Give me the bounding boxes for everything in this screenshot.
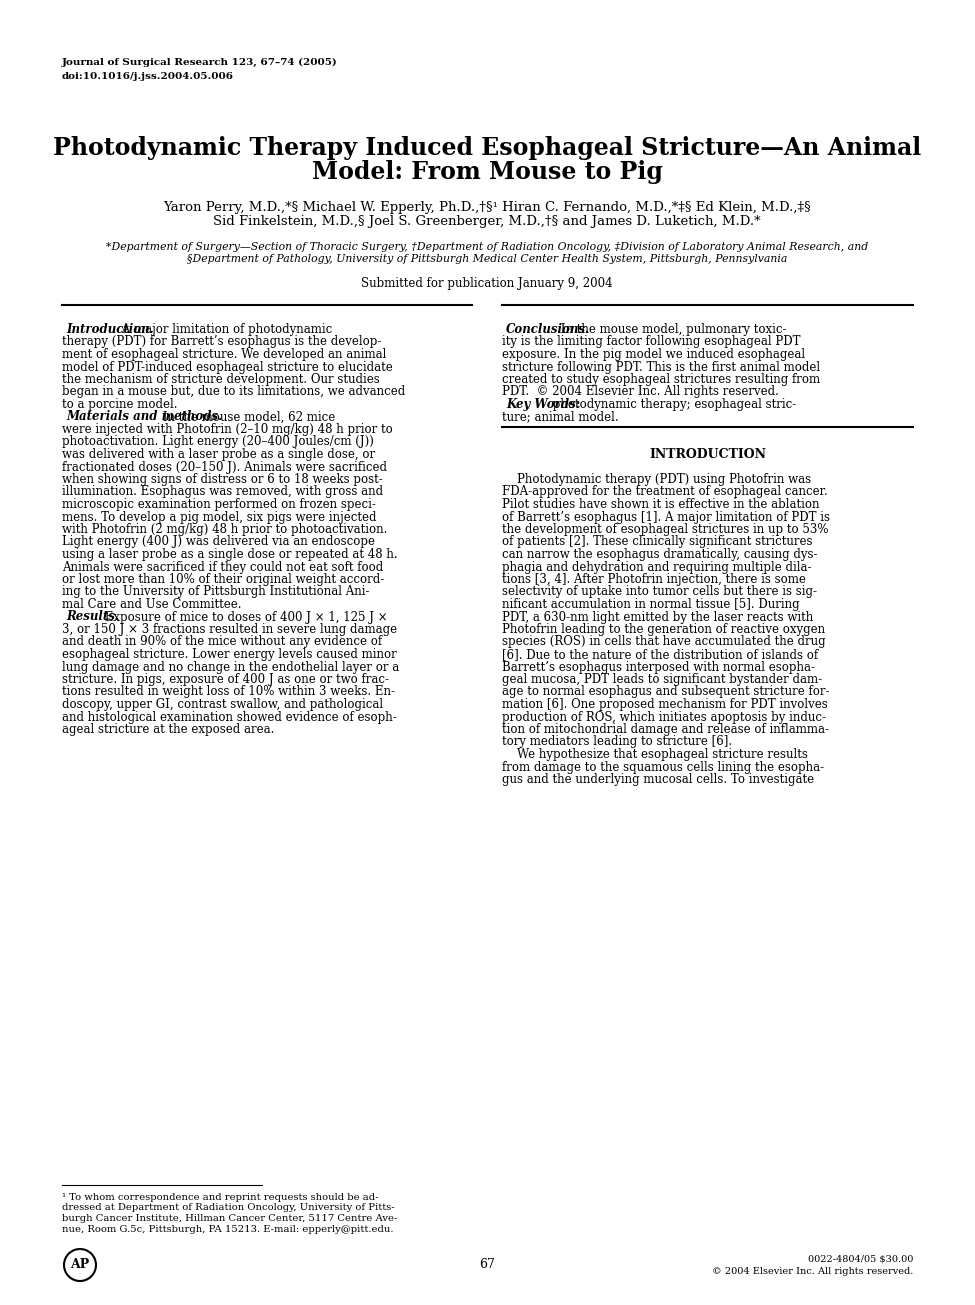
Text: age to normal esophagus and subsequent stricture for-: age to normal esophagus and subsequent s… <box>502 685 830 698</box>
Text: Materials and methods.: Materials and methods. <box>66 411 222 424</box>
Text: INTRODUCTION: INTRODUCTION <box>649 449 766 462</box>
Text: In the mouse model, 62 mice: In the mouse model, 62 mice <box>159 411 335 424</box>
Text: tions [3, 4]. After Photofrin injection, there is some: tions [3, 4]. After Photofrin injection,… <box>502 573 806 586</box>
Text: phagia and dehydration and requiring multiple dila-: phagia and dehydration and requiring mul… <box>502 561 811 573</box>
Text: the mechanism of stricture development. Our studies: the mechanism of stricture development. … <box>62 373 379 386</box>
Text: of Barrett’s esophagus [1]. A major limitation of PDT is: of Barrett’s esophagus [1]. A major limi… <box>502 510 830 523</box>
Text: Animals were sacrificed if they could not eat soft food: Animals were sacrificed if they could no… <box>62 561 383 573</box>
Text: ity is the limiting factor following esophageal PDT: ity is the limiting factor following eso… <box>502 335 800 348</box>
Text: 0022-4804/05 $30.00: 0022-4804/05 $30.00 <box>807 1254 913 1263</box>
Text: tory mediators leading to stricture [6].: tory mediators leading to stricture [6]. <box>502 736 732 749</box>
Text: Photofrin leading to the generation of reactive oxygen: Photofrin leading to the generation of r… <box>502 622 825 636</box>
Text: FDA-approved for the treatment of esophageal cancer.: FDA-approved for the treatment of esopha… <box>502 485 828 499</box>
Text: to a porcine model.: to a porcine model. <box>62 398 177 411</box>
Text: Introduction.: Introduction. <box>66 324 154 335</box>
Text: nificant accumulation in normal tissue [5]. During: nificant accumulation in normal tissue [… <box>502 598 800 611</box>
Text: [6]. Due to the nature of the distribution of islands of: [6]. Due to the nature of the distributi… <box>502 649 818 662</box>
Text: 67: 67 <box>479 1258 495 1271</box>
Text: Sid Finkelstein, M.D.,§ Joel S. Greenberger, M.D.,†§ and James D. Luketich, M.D.: Sid Finkelstein, M.D.,§ Joel S. Greenber… <box>214 214 760 227</box>
Text: *Department of Surgery—Section of Thoracic Surgery, †Department of Radiation Onc: *Department of Surgery—Section of Thorac… <box>106 241 868 252</box>
Text: with Photofrin (2 mg/kg) 48 h prior to photoactivation.: with Photofrin (2 mg/kg) 48 h prior to p… <box>62 523 387 536</box>
Text: nue, Room G.5c, Pittsburgh, PA 15213. E-mail: epperly@pitt.edu.: nue, Room G.5c, Pittsburgh, PA 15213. E-… <box>62 1224 394 1233</box>
Text: Model: From Mouse to Pig: Model: From Mouse to Pig <box>312 161 662 184</box>
Text: esophageal stricture. Lower energy levels caused minor: esophageal stricture. Lower energy level… <box>62 649 397 662</box>
Text: mal Care and Use Committee.: mal Care and Use Committee. <box>62 598 242 611</box>
Text: Submitted for publication January 9, 2004: Submitted for publication January 9, 200… <box>361 277 613 290</box>
Text: Results.: Results. <box>66 611 119 624</box>
Text: selectivity of uptake into tumor cells but there is sig-: selectivity of uptake into tumor cells b… <box>502 586 817 599</box>
Text: 3, or 150 J × 3 fractions resulted in severe lung damage: 3, or 150 J × 3 fractions resulted in se… <box>62 622 397 636</box>
Text: or lost more than 10% of their original weight accord-: or lost more than 10% of their original … <box>62 573 384 586</box>
Text: §Department of Pathology, University of Pittsburgh Medical Center Health System,: §Department of Pathology, University of … <box>187 254 787 264</box>
Text: Yaron Perry, M.D.,*§ Michael W. Epperly, Ph.D.,†§¹ Hiran C. Fernando, M.D.,*‡§ E: Yaron Perry, M.D.,*§ Michael W. Epperly,… <box>163 201 811 214</box>
Text: geal mucosa, PDT leads to significant bystander dam-: geal mucosa, PDT leads to significant by… <box>502 673 822 686</box>
Text: and death in 90% of the mice without any evidence of: and death in 90% of the mice without any… <box>62 636 382 649</box>
Text: mation [6]. One proposed mechanism for PDT involves: mation [6]. One proposed mechanism for P… <box>502 698 828 711</box>
Text: A major limitation of photodynamic: A major limitation of photodynamic <box>118 324 332 335</box>
Text: Conclusions.: Conclusions. <box>506 324 590 335</box>
Text: ment of esophageal stricture. We developed an animal: ment of esophageal stricture. We develop… <box>62 348 386 361</box>
Text: Key Words:: Key Words: <box>506 398 580 411</box>
Text: using a laser probe as a single dose or repeated at 48 h.: using a laser probe as a single dose or … <box>62 548 398 561</box>
Text: Journal of Surgical Research 123, 67–74 (2005): Journal of Surgical Research 123, 67–74 … <box>62 57 337 67</box>
Text: can narrow the esophagus dramatically, causing dys-: can narrow the esophagus dramatically, c… <box>502 548 817 561</box>
Text: Exposure of mice to doses of 400 J × 1, 125 J ×: Exposure of mice to doses of 400 J × 1, … <box>101 611 388 624</box>
Text: dressed at Department of Radiation Oncology, University of Pitts-: dressed at Department of Radiation Oncol… <box>62 1203 395 1212</box>
Text: AP: AP <box>70 1258 90 1271</box>
Text: lung damage and no change in the endothelial layer or a: lung damage and no change in the endothe… <box>62 660 399 673</box>
Text: production of ROS, which initiates apoptosis by induc-: production of ROS, which initiates apopt… <box>502 710 826 723</box>
Text: doscopy, upper GI, contrast swallow, and pathological: doscopy, upper GI, contrast swallow, and… <box>62 698 383 711</box>
Text: stricture. In pigs, exposure of 400 J as one or two frac-: stricture. In pigs, exposure of 400 J as… <box>62 673 389 686</box>
Text: ing to the University of Pittsburgh Institutional Ani-: ing to the University of Pittsburgh Inst… <box>62 586 370 599</box>
Text: model of PDT-induced esophageal stricture to elucidate: model of PDT-induced esophageal strictur… <box>62 360 393 373</box>
Text: Photodynamic therapy (PDT) using Photofrin was: Photodynamic therapy (PDT) using Photofr… <box>502 472 811 485</box>
Text: exposure. In the pig model we induced esophageal: exposure. In the pig model we induced es… <box>502 348 805 361</box>
Text: and histological examination showed evidence of esoph-: and histological examination showed evid… <box>62 710 397 723</box>
Text: photodynamic therapy; esophageal stric-: photodynamic therapy; esophageal stric- <box>549 398 797 411</box>
Text: created to study esophageal strictures resulting from: created to study esophageal strictures r… <box>502 373 820 386</box>
Text: PDT.  © 2004 Elsevier Inc. All rights reserved.: PDT. © 2004 Elsevier Inc. All rights res… <box>502 385 779 398</box>
Text: Barrett’s esophagus interposed with normal esopha-: Barrett’s esophagus interposed with norm… <box>502 660 815 673</box>
Text: from damage to the squamous cells lining the esopha-: from damage to the squamous cells lining… <box>502 761 824 774</box>
Text: doi:10.1016/j.jss.2004.05.006: doi:10.1016/j.jss.2004.05.006 <box>62 72 234 81</box>
Text: ageal stricture at the exposed area.: ageal stricture at the exposed area. <box>62 723 274 736</box>
Text: of patients [2]. These clinically significant strictures: of patients [2]. These clinically signif… <box>502 535 812 548</box>
Text: species (ROS) in cells that have accumulated the drug: species (ROS) in cells that have accumul… <box>502 636 826 649</box>
Text: In the mouse model, pulmonary toxic-: In the mouse model, pulmonary toxic- <box>557 324 787 335</box>
Text: the development of esophageal strictures in up to 53%: the development of esophageal strictures… <box>502 523 829 536</box>
Text: ture; animal model.: ture; animal model. <box>502 411 618 424</box>
Text: Pilot studies have shown it is effective in the ablation: Pilot studies have shown it is effective… <box>502 499 820 512</box>
Text: illumination. Esophagus was removed, with gross and: illumination. Esophagus was removed, wit… <box>62 485 383 499</box>
Text: therapy (PDT) for Barrett’s esophagus is the develop-: therapy (PDT) for Barrett’s esophagus is… <box>62 335 381 348</box>
Text: Light energy (400 J) was delivered via an endoscope: Light energy (400 J) was delivered via a… <box>62 535 375 548</box>
Text: fractionated doses (20–150 J). Animals were sacrificed: fractionated doses (20–150 J). Animals w… <box>62 461 387 474</box>
Text: were injected with Photofrin (2–10 mg/kg) 48 h prior to: were injected with Photofrin (2–10 mg/kg… <box>62 423 393 436</box>
Text: was delivered with a laser probe as a single dose, or: was delivered with a laser probe as a si… <box>62 448 375 461</box>
Text: Photodynamic Therapy Induced Esophageal Stricture—An Animal: Photodynamic Therapy Induced Esophageal … <box>53 136 921 161</box>
Text: stricture following PDT. This is the first animal model: stricture following PDT. This is the fir… <box>502 360 820 373</box>
Text: photoactivation. Light energy (20–400 Joules/cm (J)): photoactivation. Light energy (20–400 Jo… <box>62 436 373 449</box>
Text: when showing signs of distress or 6 to 18 weeks post-: when showing signs of distress or 6 to 1… <box>62 472 383 485</box>
Text: We hypothesize that esophageal stricture results: We hypothesize that esophageal stricture… <box>502 748 808 761</box>
Text: © 2004 Elsevier Inc. All rights reserved.: © 2004 Elsevier Inc. All rights reserved… <box>712 1266 913 1275</box>
Text: tion of mitochondrial damage and release of inflamma-: tion of mitochondrial damage and release… <box>502 723 829 736</box>
Text: burgh Cancer Institute, Hillman Cancer Center, 5117 Centre Ave-: burgh Cancer Institute, Hillman Cancer C… <box>62 1214 398 1223</box>
Text: mens. To develop a pig model, six pigs were injected: mens. To develop a pig model, six pigs w… <box>62 510 376 523</box>
Text: PDT, a 630-nm light emitted by the laser reacts with: PDT, a 630-nm light emitted by the laser… <box>502 611 813 624</box>
Text: began in a mouse but, due to its limitations, we advanced: began in a mouse but, due to its limitat… <box>62 385 406 398</box>
Text: ¹ To whom correspondence and reprint requests should be ad-: ¹ To whom correspondence and reprint req… <box>62 1193 378 1202</box>
Text: gus and the underlying mucosal cells. To investigate: gus and the underlying mucosal cells. To… <box>502 773 814 786</box>
Text: microscopic examination performed on frozen speci-: microscopic examination performed on fro… <box>62 499 376 512</box>
Text: tions resulted in weight loss of 10% within 3 weeks. En-: tions resulted in weight loss of 10% wit… <box>62 685 395 698</box>
